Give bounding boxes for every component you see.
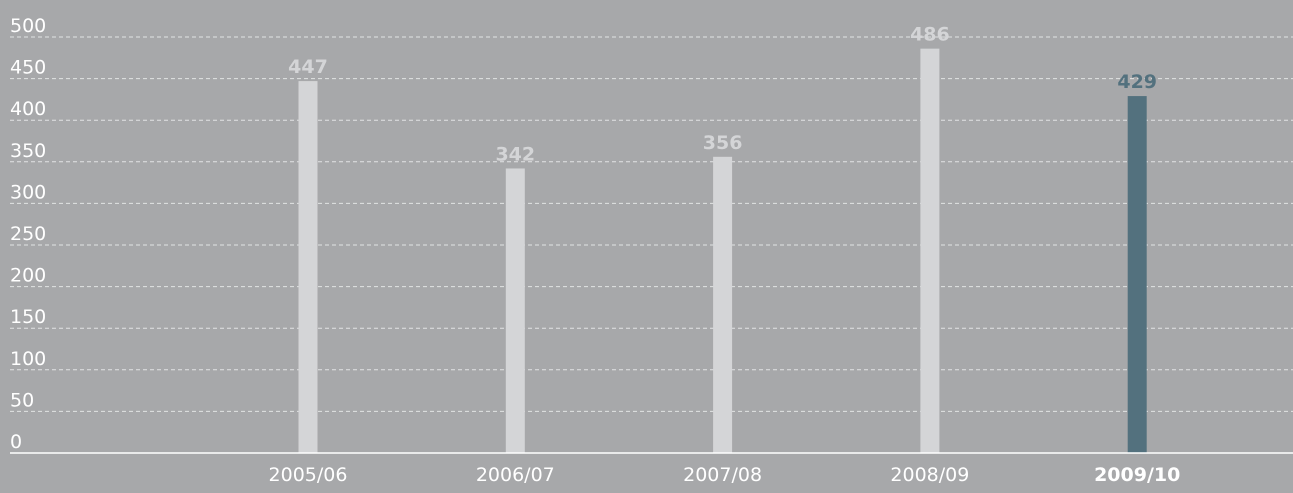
y-tick-label-300: 300 (10, 181, 46, 203)
bar-2007-08 (713, 156, 733, 454)
data-label-2008-09: 486 (910, 24, 950, 46)
y-tick-label-200: 200 (10, 265, 46, 287)
y-tick-label-50: 50 (10, 389, 34, 411)
y-tick-label-150: 150 (10, 306, 46, 328)
data-label-2007-08: 356 (703, 132, 743, 154)
data-labels: 447 342 356 486 429 (288, 24, 1157, 166)
x-tick-label-2009-10: 2009/10 (1094, 464, 1180, 486)
y-tick-label-500: 500 (10, 15, 46, 37)
y-tick-label-250: 250 (10, 223, 46, 245)
y-tick-label-100: 100 (10, 348, 46, 370)
bar-2008-09 (920, 48, 940, 453)
x-axis: 2005/06 2006/07 2007/08 2008/09 2009/10 (10, 452, 1293, 486)
y-tick-label-450: 450 (10, 57, 46, 79)
bar-2006-07 (505, 168, 525, 453)
x-tick-label-2007-08: 2007/08 (683, 464, 762, 486)
data-label-2005-06: 447 (288, 56, 328, 78)
bar-2009-10 (1127, 96, 1147, 454)
y-tick-label-400: 400 (10, 98, 46, 120)
x-tick-label-2005-06: 2005/06 (269, 464, 348, 486)
x-tick-label-2006-07: 2006/07 (476, 464, 555, 486)
bar-2005-06 (298, 81, 318, 453)
x-tick-label-2008-09: 2008/09 (890, 464, 969, 486)
y-tick-label-350: 350 (10, 140, 46, 162)
gridlines (10, 36, 1293, 412)
data-label-2009-10: 429 (1117, 71, 1157, 93)
y-tick-label-0: 0 (10, 431, 22, 453)
bars (298, 48, 1147, 454)
y-axis: 0 50 100 150 200 250 300 350 400 450 500 (10, 15, 46, 453)
data-label-2006-07: 342 (495, 143, 535, 165)
